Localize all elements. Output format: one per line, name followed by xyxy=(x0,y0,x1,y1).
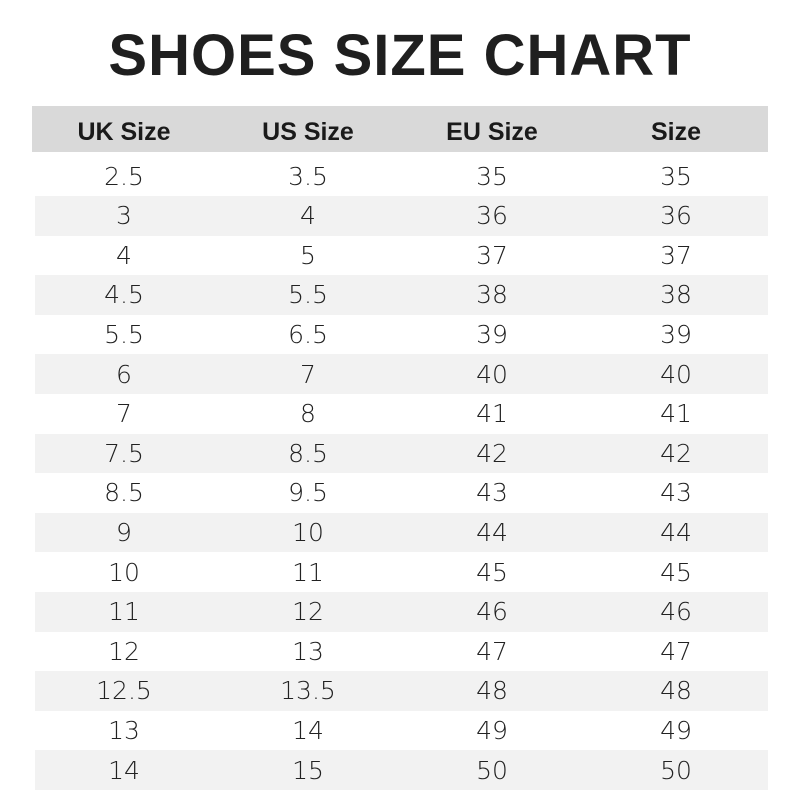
cell-size: 48 xyxy=(660,676,692,706)
cell-us: 15 xyxy=(292,755,324,785)
cell-eu: 43 xyxy=(476,478,508,508)
cell-size: 43 xyxy=(660,478,692,508)
table-body: 2.5 3.5 35 35 3 4 36 36 4 5 37 37 4.5 5.5 38 38 5.5 6.5 39… xyxy=(32,152,768,790)
table-row: 11 12 46 46 xyxy=(35,591,768,632)
cell-eu: 45 xyxy=(476,557,508,587)
cell-uk: 11 xyxy=(108,597,140,627)
cell-us: 8.5 xyxy=(288,438,328,468)
cell-us: 13.5 xyxy=(280,676,336,706)
cell-uk: 7 xyxy=(116,399,132,429)
table-row: 8.5 9.5 43 43 xyxy=(35,473,768,513)
cell-uk: 2.5 xyxy=(104,161,144,191)
cell-uk: 10 xyxy=(108,557,140,587)
cell-us: 4 xyxy=(300,201,316,231)
cell-eu: 42 xyxy=(476,438,508,468)
cell-size: 47 xyxy=(660,636,692,666)
cell-size: 36 xyxy=(660,201,692,231)
table-row: 9 10 44 44 xyxy=(35,512,768,553)
table-row: 3 4 36 36 xyxy=(35,196,768,236)
page-title: SHOES SIZE CHART xyxy=(108,23,692,88)
column-header-eu: EU Size xyxy=(446,117,538,146)
table-row: 10 11 45 45 xyxy=(35,552,768,592)
cell-us: 10 xyxy=(292,518,324,548)
cell-eu: 35 xyxy=(476,161,508,191)
cell-size: 38 xyxy=(660,280,692,310)
size-table: UK Size US Size EU Size Size 2.5 3.5 35 35 3… xyxy=(32,106,768,790)
cell-uk: 6 xyxy=(116,359,132,389)
cell-us: 3.5 xyxy=(288,161,328,191)
cell-eu: 48 xyxy=(476,676,508,706)
cell-uk: 12.5 xyxy=(96,676,152,706)
cell-us: 5.5 xyxy=(288,280,328,310)
cell-eu: 41 xyxy=(476,399,508,429)
table-header: UK Size US Size EU Size Size xyxy=(32,106,768,152)
cell-us: 7 xyxy=(300,359,316,389)
table-row: 14 15 50 50 xyxy=(35,750,768,790)
column-header-us: US Size xyxy=(262,117,354,146)
table-row: 12.5 13.5 48 48 xyxy=(35,671,768,711)
cell-uk: 4.5 xyxy=(104,280,144,310)
cell-size: 40 xyxy=(660,359,692,389)
table-row: 4 5 37 37 xyxy=(35,236,768,276)
table-row: 5.5 6.5 39 39 xyxy=(35,315,768,355)
cell-eu: 44 xyxy=(476,518,508,548)
cell-size: 37 xyxy=(660,240,692,270)
cell-eu: 39 xyxy=(476,320,508,350)
cell-eu: 49 xyxy=(476,716,508,746)
table-row: 6 7 40 40 xyxy=(35,354,768,394)
cell-us: 9.5 xyxy=(288,478,328,508)
cell-size: 45 xyxy=(660,557,692,587)
cell-uk: 9 xyxy=(116,518,132,548)
cell-size: 44 xyxy=(660,518,692,548)
cell-eu: 36 xyxy=(476,201,508,231)
cell-size: 35 xyxy=(660,161,692,191)
cell-us: 5 xyxy=(300,240,316,270)
table-row: 7.5 8.5 42 42 xyxy=(35,433,768,474)
table-row: 13 14 49 49 xyxy=(35,711,768,751)
cell-uk: 13 xyxy=(108,716,140,746)
cell-uk: 7.5 xyxy=(104,438,144,468)
cell-size: 42 xyxy=(660,438,692,468)
cell-size: 39 xyxy=(660,320,692,350)
cell-uk: 5.5 xyxy=(104,320,144,350)
cell-eu: 47 xyxy=(476,636,508,666)
cell-eu: 37 xyxy=(476,240,508,270)
cell-uk: 4 xyxy=(116,240,132,270)
cell-eu: 38 xyxy=(476,280,508,310)
cell-size: 46 xyxy=(660,597,692,627)
table-row: 12 13 47 47 xyxy=(35,632,768,672)
table-row: 2.5 3.5 35 35 xyxy=(35,152,768,196)
cell-eu: 40 xyxy=(476,359,508,389)
cell-us: 13 xyxy=(292,636,324,666)
cell-uk: 14 xyxy=(108,755,140,785)
cell-eu: 50 xyxy=(476,755,508,785)
column-header-uk: UK Size xyxy=(77,117,171,146)
cell-size: 49 xyxy=(660,716,692,746)
cell-us: 14 xyxy=(292,716,324,746)
table-row: 7 8 41 41 xyxy=(35,394,768,434)
cell-us: 6.5 xyxy=(288,320,328,350)
cell-uk: 12 xyxy=(108,636,140,666)
cell-us: 11 xyxy=(292,557,324,587)
cell-us: 12 xyxy=(292,597,324,627)
cell-us: 8 xyxy=(300,399,316,429)
cell-size: 50 xyxy=(660,755,692,785)
cell-eu: 46 xyxy=(476,597,508,627)
table-row: 4.5 5.5 38 38 xyxy=(35,275,768,315)
column-header-size: Size xyxy=(650,117,702,146)
cell-uk: 3 xyxy=(116,201,132,231)
cell-uk: 8.5 xyxy=(104,478,144,508)
cell-size: 41 xyxy=(660,399,692,429)
